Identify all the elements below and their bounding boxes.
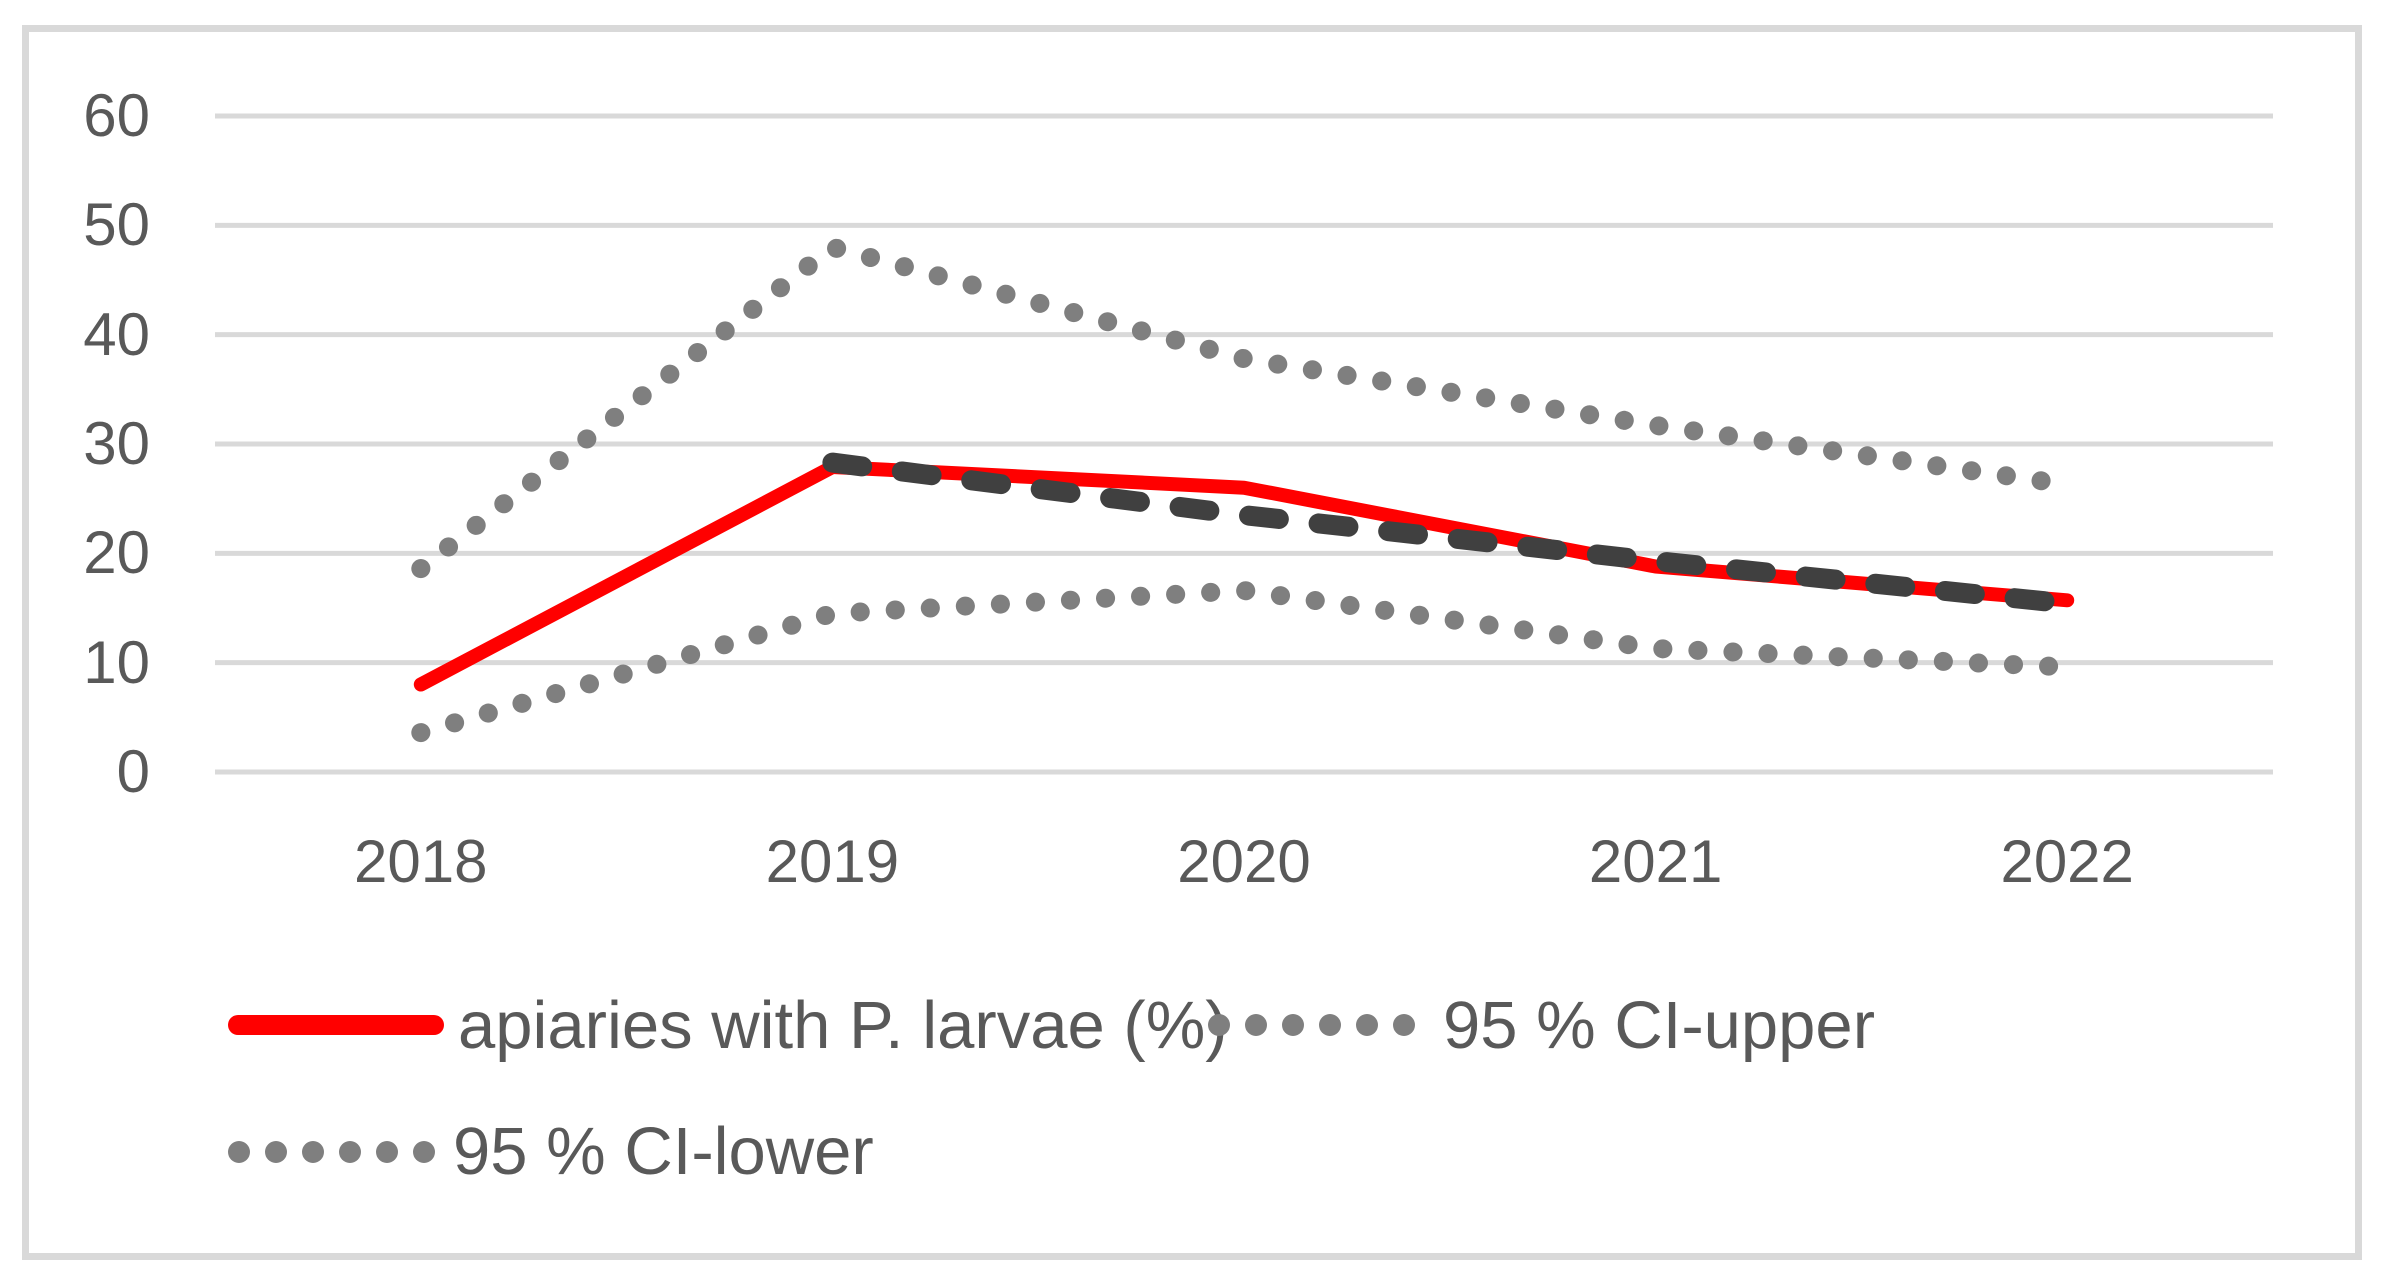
legend-label-apiaries: apiaries with P. larvae (%) (458, 988, 1228, 1063)
chart-frame (22, 25, 2362, 1260)
x-tick-label-2020: 2020 (1177, 828, 1311, 895)
x-tick-label-2019: 2019 (765, 828, 900, 895)
x-tick-label-2021: 2021 (1588, 828, 1723, 895)
y-tick-label-20: 20 (83, 519, 150, 587)
95-ci-upper-line (411, 237, 2077, 579)
95-ci-lower-line (411, 581, 2077, 743)
legend-label-ci-lower: 95 % CI-lower (453, 1114, 874, 1189)
trendline-line (822, 452, 2078, 614)
y-tick-label-10: 10 (83, 628, 150, 696)
y-tick-label-40: 40 (83, 300, 150, 368)
legend-swatch-apiaries-line (228, 1015, 444, 1035)
x-tick-label-2018: 2018 (354, 828, 488, 895)
x-tick-label-2022: 2022 (2000, 828, 2134, 895)
legend-swatch-ci-lower-dots (228, 1141, 435, 1163)
y-tick-label-30: 30 (83, 410, 150, 477)
legend-label-ci-upper: 95 % CI-upper (1443, 988, 1875, 1063)
apiaries-with-p-larvae-line (413, 460, 2075, 692)
y-tick-label-50: 50 (83, 191, 150, 259)
legend-swatch-ci-upper-dots (1208, 1014, 1415, 1036)
y-tick-label-0: 0 (116, 738, 150, 805)
y-tick-label-60: 60 (83, 82, 150, 149)
